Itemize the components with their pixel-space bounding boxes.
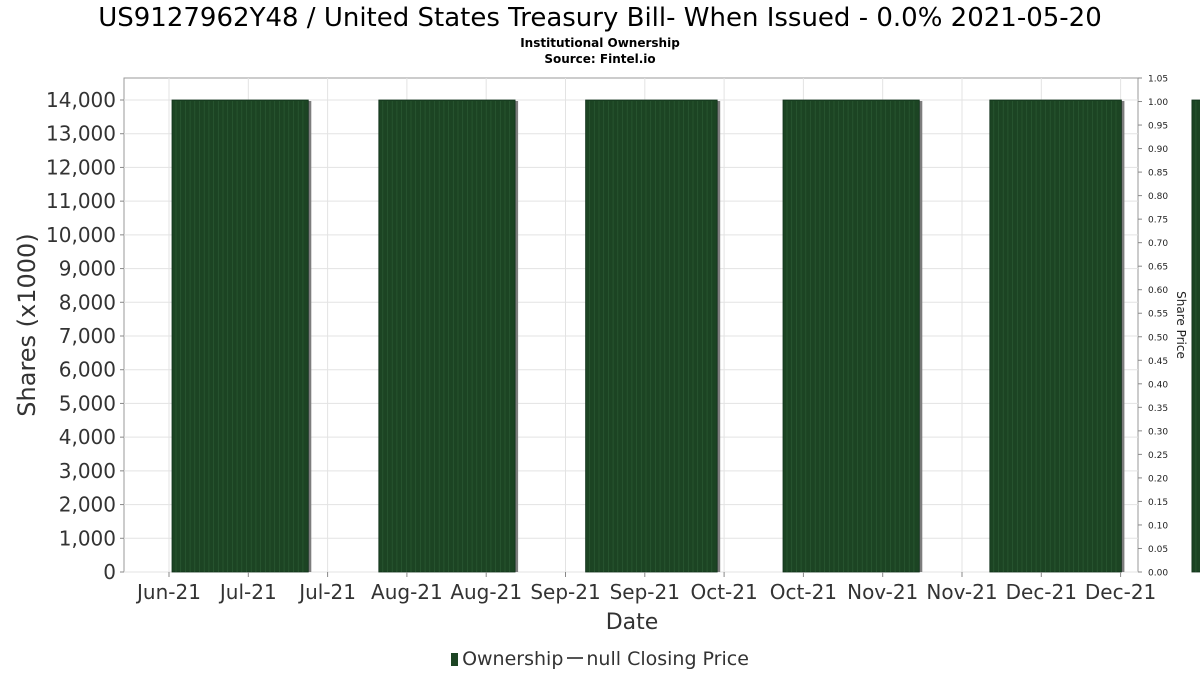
y2-tick-label: 0.20 xyxy=(1148,474,1168,484)
y2-tick-label: 0.15 xyxy=(1148,498,1168,508)
y2-tick-label: 0.05 xyxy=(1148,545,1168,555)
y-tick-label: 10,000 xyxy=(46,223,116,247)
y-tick-label: 12,000 xyxy=(46,155,116,179)
y-tick-label: 2,000 xyxy=(59,493,116,517)
chart-title: US9127962Y48 / United States Treasury Bi… xyxy=(98,3,1102,33)
x-tick-label: Oct-21 xyxy=(690,580,757,604)
x-tick-label: Dec-21 xyxy=(1085,580,1156,604)
ownership-bar xyxy=(378,99,516,573)
y-axis-title: Shares (x1000) xyxy=(13,233,41,416)
y-tick-label: 14,000 xyxy=(46,88,116,112)
y-tick-label: 11,000 xyxy=(46,189,116,213)
y2-tick-label: 0.40 xyxy=(1148,380,1168,390)
y2-tick-label: 0.50 xyxy=(1148,333,1168,343)
y2-tick-label: 0.00 xyxy=(1148,569,1168,579)
x-axis-title: Date xyxy=(606,610,659,635)
legend: Ownership null Closing Price xyxy=(0,647,1200,671)
ownership-bar xyxy=(989,99,1122,573)
legend-label-ownership: Ownership xyxy=(462,648,564,670)
x-tick-label: Aug-21 xyxy=(450,580,522,604)
y2-tick-label: 0.70 xyxy=(1148,239,1168,249)
x-tick-label: Aug-21 xyxy=(371,580,443,604)
y2-tick-label: 0.80 xyxy=(1148,192,1168,202)
y2-tick-label: 0.55 xyxy=(1148,310,1168,320)
y2-tick-label: 0.85 xyxy=(1148,169,1168,179)
y-tick-label: 5,000 xyxy=(59,391,116,415)
ownership-chart: 0 1,000 2,000 3,000 4,000 5,000 6,000 7,000 8,00… xyxy=(13,75,1200,635)
x-tick-label: Jul-21 xyxy=(297,580,356,604)
y-tick-label: 7,000 xyxy=(59,324,116,348)
y2-tick-label: 0.25 xyxy=(1148,451,1168,461)
y2-tick-label: 0.75 xyxy=(1148,216,1168,226)
x-tick-label: Dec-21 xyxy=(1006,580,1077,604)
y-tick-label: 3,000 xyxy=(59,459,116,483)
x-tick-label: Jun-21 xyxy=(135,580,201,604)
y-tick-label: 6,000 xyxy=(59,358,116,382)
y2-tick-label: 0.45 xyxy=(1148,357,1168,367)
chart-subtitle: Institutional Ownership xyxy=(520,36,680,50)
y2-tick-label: 0.35 xyxy=(1148,404,1168,414)
x-tick-label: Sep-21 xyxy=(530,580,600,604)
x-tick-label: Nov-21 xyxy=(847,580,918,604)
legend-label-closing-price: null Closing Price xyxy=(586,648,749,670)
legend-swatch-ownership xyxy=(451,653,459,666)
y2-tick-label: 0.10 xyxy=(1148,521,1168,531)
ownership-bar xyxy=(585,99,718,573)
y-tick-label: 9,000 xyxy=(59,257,116,281)
ownership-bar xyxy=(171,99,309,573)
y-tick-label: 0 xyxy=(103,560,116,584)
x-tick-label: Sep-21 xyxy=(610,580,680,604)
y2-tick-label: 0.90 xyxy=(1148,145,1168,155)
ownership-bar xyxy=(782,99,920,573)
y-tick-label: 13,000 xyxy=(46,122,116,146)
x-tick-label: Oct-21 xyxy=(770,580,837,604)
y2-tick-label: 1.05 xyxy=(1148,75,1168,85)
y2-tick-label: 0.60 xyxy=(1148,286,1168,296)
x-tick-label: Nov-21 xyxy=(926,580,997,604)
y-tick-label: 1,000 xyxy=(59,526,116,550)
y-tick-label: 4,000 xyxy=(59,425,116,449)
y2-tick-label: 1.00 xyxy=(1148,98,1168,108)
y2-tick-label: 0.95 xyxy=(1148,122,1168,132)
y2-tick-label: 0.65 xyxy=(1148,263,1168,273)
legend-line-closing-price xyxy=(567,657,584,659)
y-tick-label: 8,000 xyxy=(59,290,116,314)
y2-axis-title: Share Price xyxy=(1174,291,1188,359)
chart-source: Source: Fintel.io xyxy=(544,52,656,66)
x-tick-label: Jul-21 xyxy=(218,580,277,604)
y2-tick-label: 0.30 xyxy=(1148,427,1168,437)
